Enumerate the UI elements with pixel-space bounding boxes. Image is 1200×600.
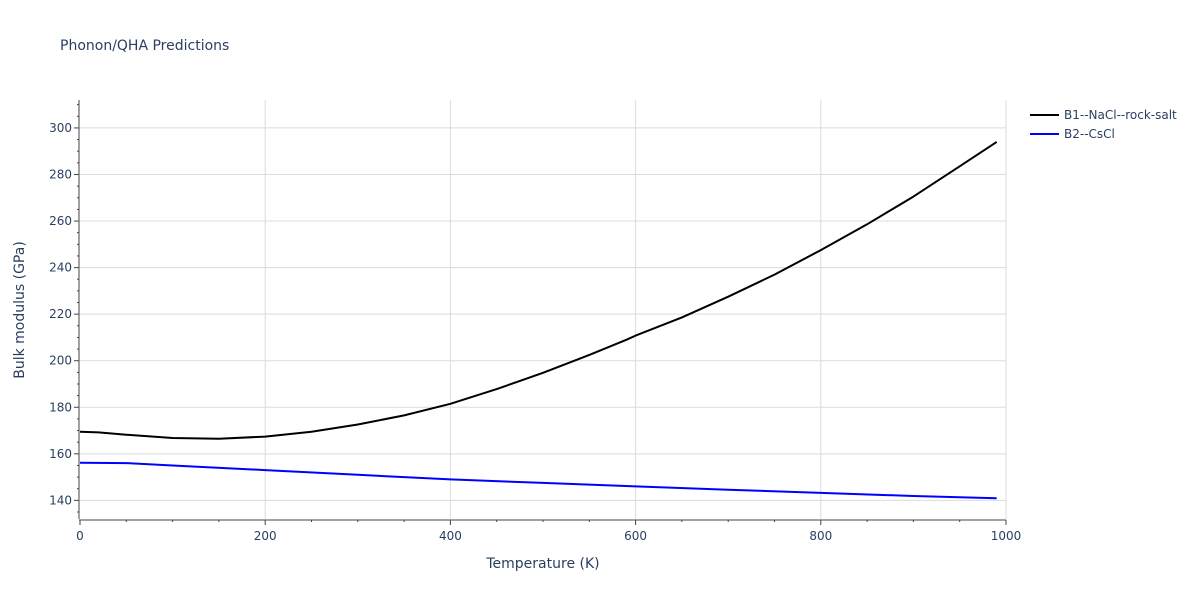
y-tick-label: 260 bbox=[49, 214, 72, 228]
x-tick-label: 200 bbox=[254, 529, 277, 543]
y-tick-label: 140 bbox=[49, 493, 72, 507]
y-tick-label: 180 bbox=[49, 400, 72, 414]
y-tick-label: 160 bbox=[49, 447, 72, 461]
plot-area bbox=[79, 141, 998, 500]
x-axis-title: Temperature (K) bbox=[485, 556, 599, 572]
x-tick-label: 0 bbox=[76, 529, 84, 543]
x-tick-label: 400 bbox=[439, 529, 462, 543]
x-tick-label: 600 bbox=[624, 529, 647, 543]
series-line-1 bbox=[79, 141, 998, 440]
y-tick-label: 280 bbox=[49, 167, 72, 181]
legend-label: B2--CsCl bbox=[1064, 127, 1115, 141]
axes: 0 200 400 600 800 1000 140 160 180 200 220 240 260 28… bbox=[49, 100, 1021, 543]
x-tick-label: 800 bbox=[809, 529, 832, 543]
legend-label: B1--NaCl--rock-salt bbox=[1064, 108, 1177, 122]
legend[interactable]: B1--NaCl--rock-salt B2--CsCl bbox=[1030, 108, 1177, 141]
chart-title: Phonon/QHA Predictions bbox=[60, 38, 229, 54]
y-tick-label: 300 bbox=[49, 121, 72, 135]
series-line-2 bbox=[79, 461, 997, 500]
legend-item[interactable]: B2--CsCl bbox=[1030, 127, 1115, 141]
legend-item[interactable]: B1--NaCl--rock-salt bbox=[1030, 108, 1177, 122]
y-tick-label: 220 bbox=[49, 307, 72, 321]
x-tick-label: 1000 bbox=[991, 529, 1022, 543]
gridlines bbox=[80, 100, 1007, 519]
y-tick-label: 200 bbox=[49, 354, 72, 368]
y-axis-title: Bulk modulus (GPa) bbox=[12, 241, 28, 379]
y-tick-label: 240 bbox=[49, 261, 72, 275]
